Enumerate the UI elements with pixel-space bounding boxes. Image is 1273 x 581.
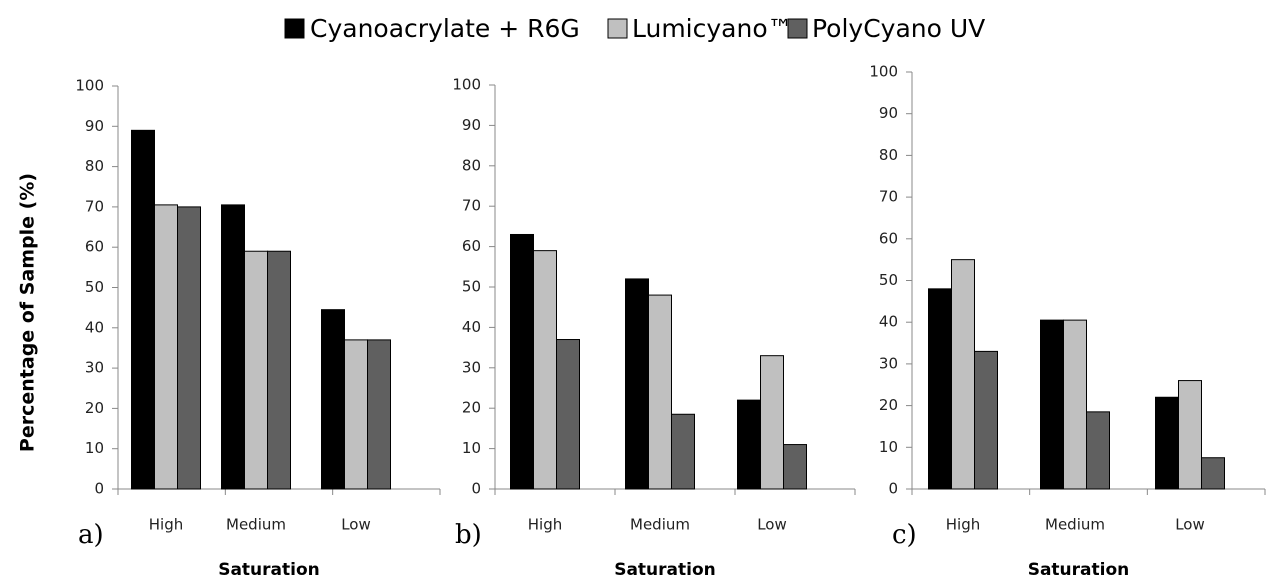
y-tick-label: 30	[462, 358, 481, 376]
x-tick-label: Medium	[1045, 516, 1105, 534]
bar	[244, 250, 268, 490]
y-tick-label: 40	[85, 318, 104, 336]
legend-label: PolyCyano UV	[812, 14, 985, 43]
bar	[533, 250, 557, 490]
x-tick-label: High	[946, 516, 980, 534]
x-axis-label: Saturation	[1028, 560, 1130, 580]
panel-label: a)	[78, 520, 104, 550]
bar	[1201, 457, 1225, 490]
y-tick-label: 100	[869, 63, 898, 81]
y-tick-label: 0	[471, 480, 481, 498]
y-tick-label: 70	[879, 188, 898, 206]
bar	[648, 294, 672, 490]
y-tick-label: 100	[452, 76, 481, 94]
bar	[556, 339, 580, 490]
y-tick-label: 100	[75, 77, 104, 95]
bar	[131, 129, 155, 490]
x-tick-label: Medium	[226, 516, 286, 534]
legend-label: Lumicyano™	[632, 14, 793, 43]
y-tick-label: 70	[85, 197, 104, 215]
bar	[510, 233, 534, 490]
x-tick-label: Low	[341, 516, 371, 534]
y-tick-label: 60	[879, 229, 898, 247]
y-tick-label: 40	[462, 318, 481, 336]
x-tick-label: Low	[757, 516, 787, 534]
y-tick-label: 20	[879, 396, 898, 414]
y-tick-label: 10	[85, 439, 104, 457]
bar	[154, 204, 178, 490]
bar	[974, 350, 998, 490]
y-tick-label: 90	[462, 116, 481, 134]
x-tick-label: High	[149, 516, 183, 534]
bar	[783, 444, 807, 490]
panel-label: c)	[892, 520, 917, 550]
y-tick-label: 20	[462, 399, 481, 417]
y-tick-label: 40	[879, 313, 898, 331]
y-tick-label: 60	[85, 238, 104, 256]
y-tick-label: 90	[879, 104, 898, 122]
bar	[367, 339, 391, 490]
bar	[1086, 411, 1110, 490]
bar	[1155, 396, 1179, 490]
bar	[737, 399, 761, 490]
bar	[1063, 319, 1087, 490]
legend-swatch	[787, 18, 808, 39]
x-axis-label: Saturation	[614, 560, 716, 580]
bar	[1040, 319, 1064, 490]
bar	[625, 278, 649, 490]
y-tick-label: 70	[462, 197, 481, 215]
y-tick-label: 90	[85, 117, 104, 135]
y-tick-label: 80	[879, 146, 898, 164]
y-tick-label: 60	[462, 237, 481, 255]
bar	[321, 309, 345, 490]
bar	[928, 288, 952, 490]
bar	[671, 413, 695, 490]
panel-label: b)	[455, 520, 482, 550]
bar	[267, 250, 291, 490]
bar	[1178, 380, 1202, 490]
legend-swatch	[607, 18, 628, 39]
x-tick-label: Medium	[630, 516, 690, 534]
bar	[760, 355, 784, 490]
bar	[221, 204, 245, 490]
y-tick-label: 30	[879, 354, 898, 372]
x-axis-label: Saturation	[218, 560, 320, 580]
y-tick-label: 0	[888, 480, 898, 498]
bar	[951, 259, 975, 490]
legend-swatch	[284, 18, 305, 39]
y-tick-label: 10	[879, 438, 898, 456]
y-tick-label: 10	[462, 439, 481, 457]
legend-label: Cyanoacrylate + R6G	[310, 14, 580, 43]
y-tick-label: 50	[462, 278, 481, 296]
bar	[177, 206, 201, 490]
bar	[344, 339, 368, 490]
y-tick-label: 80	[462, 156, 481, 174]
y-tick-label: 50	[85, 278, 104, 296]
y-tick-label: 30	[85, 359, 104, 377]
y-tick-label: 80	[85, 157, 104, 175]
y-axis-label: Percentage of Sample (%)	[17, 173, 39, 452]
y-tick-label: 50	[879, 271, 898, 289]
x-tick-label: High	[528, 516, 562, 534]
y-tick-label: 0	[94, 480, 104, 498]
y-tick-label: 20	[85, 399, 104, 417]
x-tick-label: Low	[1175, 516, 1205, 534]
